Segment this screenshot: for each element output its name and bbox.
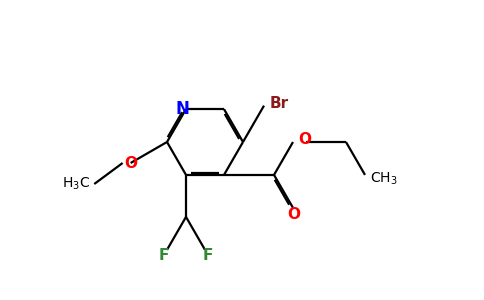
Text: O: O [298, 133, 311, 148]
Text: O: O [124, 155, 137, 170]
Text: N: N [175, 100, 189, 118]
Text: H$_3$C: H$_3$C [62, 176, 90, 192]
Text: Br: Br [270, 96, 289, 111]
Text: O: O [287, 207, 301, 222]
Text: F: F [159, 248, 169, 263]
Text: CH$_3$: CH$_3$ [370, 171, 398, 187]
Text: F: F [203, 248, 213, 263]
